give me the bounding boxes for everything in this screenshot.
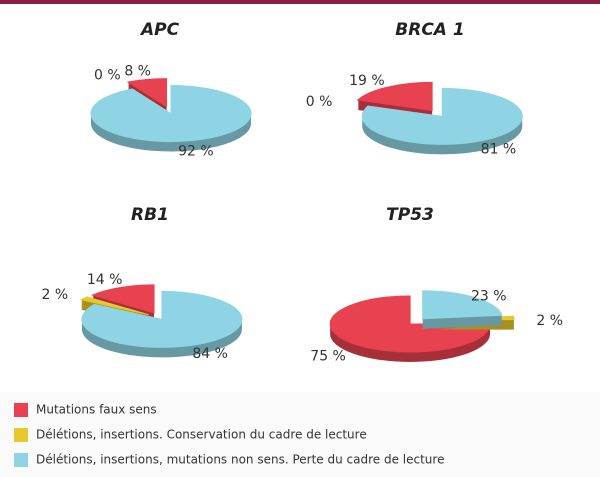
pie-slice-top xyxy=(90,85,252,143)
pie-slice-top xyxy=(361,87,523,145)
pie-slice-top xyxy=(81,290,243,348)
pie-slice-top xyxy=(126,78,168,108)
pie-slice xyxy=(329,295,491,362)
pie-slice xyxy=(361,87,523,155)
value-label: 0 % xyxy=(306,94,333,110)
value-label: 23 % xyxy=(471,289,507,305)
pie-title: TP53 xyxy=(386,205,434,225)
pie-slice-top xyxy=(90,284,155,314)
pie-title: APC xyxy=(139,20,180,40)
pie-slice xyxy=(422,290,503,329)
legend-swatch xyxy=(14,428,28,442)
pie-title: RB1 xyxy=(131,205,169,225)
legend-label: Délétions, insertions, mutations non sen… xyxy=(36,453,444,467)
legend-label: Mutations faux sens xyxy=(36,403,157,417)
value-label: 75 % xyxy=(310,349,346,365)
value-label: 84 % xyxy=(192,346,228,362)
value-label: 14 % xyxy=(87,272,123,288)
value-label: 81 % xyxy=(481,141,517,157)
value-label: 2 % xyxy=(41,287,68,303)
value-label: 92 % xyxy=(178,143,214,159)
pie-slice xyxy=(90,284,155,323)
value-label: 0 % xyxy=(94,68,121,84)
legend-area xyxy=(0,392,600,477)
pie-slice-top xyxy=(356,81,433,111)
pie-title: BRCA 1 xyxy=(395,20,464,40)
pie-slice-top xyxy=(422,290,503,320)
legend-swatch xyxy=(14,453,28,467)
value-label: 8 % xyxy=(124,63,151,79)
pie-slice xyxy=(81,290,243,358)
legend-swatch xyxy=(14,403,28,417)
value-label: 19 % xyxy=(349,73,385,89)
pie-slice-top xyxy=(79,296,149,316)
pie-slice-top xyxy=(329,295,491,353)
pie-slice xyxy=(90,85,252,152)
value-label: 2 % xyxy=(536,313,563,329)
legend-label: Délétions, insertions. Conservation du c… xyxy=(36,428,367,442)
top-rule xyxy=(0,0,600,4)
